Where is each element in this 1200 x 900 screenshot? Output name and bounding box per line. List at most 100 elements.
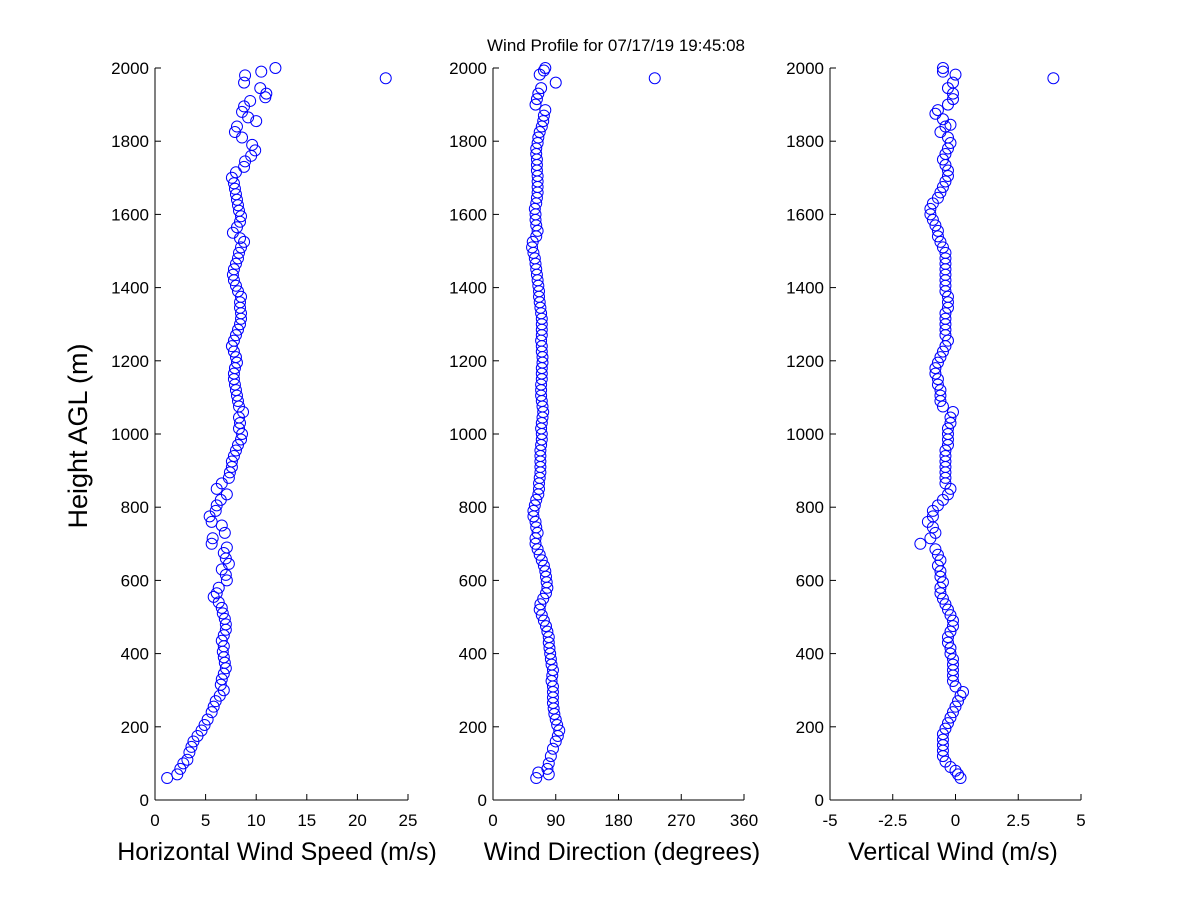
data-point xyxy=(229,257,242,270)
data-point xyxy=(198,718,211,731)
data-point xyxy=(212,581,225,594)
data-point xyxy=(528,252,541,265)
data-point xyxy=(929,362,942,375)
data-point xyxy=(542,631,555,644)
data-point xyxy=(255,65,268,78)
data-point xyxy=(939,312,952,325)
data-point xyxy=(526,241,539,254)
data-point xyxy=(936,65,949,78)
chart-title: Wind Profile for 07/17/19 19:45:08 xyxy=(487,36,745,55)
data-point xyxy=(941,334,954,347)
data-point xyxy=(181,753,194,766)
data-point xyxy=(944,647,957,660)
data-point xyxy=(533,548,546,561)
data-point xyxy=(551,718,564,731)
y-tick-label: 400 xyxy=(459,645,487,664)
data-point xyxy=(215,673,228,686)
y-tick-label: 600 xyxy=(796,571,824,590)
data-point xyxy=(225,340,238,353)
data-point xyxy=(936,733,949,746)
data-point xyxy=(941,290,954,303)
data-point xyxy=(546,742,559,755)
data-point xyxy=(648,72,661,85)
data-point xyxy=(926,510,939,523)
data-point xyxy=(238,76,251,89)
data-point xyxy=(944,625,957,638)
data-point xyxy=(210,587,223,600)
y-tick-label: 1000 xyxy=(111,425,149,444)
data-point xyxy=(231,438,244,451)
x-tick-label: 25 xyxy=(399,811,418,830)
data-point xyxy=(218,526,231,539)
data-point xyxy=(226,268,239,281)
data-point xyxy=(532,131,545,144)
data-point xyxy=(544,750,557,763)
data-point xyxy=(174,762,187,775)
data-point xyxy=(949,68,962,81)
data-point xyxy=(530,772,543,785)
data-point xyxy=(541,762,554,775)
data-point xyxy=(228,182,241,195)
x-tick-label: 0 xyxy=(150,811,159,830)
x-tick-label: 15 xyxy=(297,811,316,830)
data-point xyxy=(537,559,550,572)
data-point xyxy=(944,609,957,622)
data-point xyxy=(222,557,235,570)
x-tick-label: 0 xyxy=(488,811,497,830)
data-point xyxy=(231,285,244,298)
x-tick-label: 2.5 xyxy=(1006,811,1030,830)
data-point xyxy=(539,565,552,578)
data-point xyxy=(206,532,219,545)
panel-2: 0 200 400 600 800 1000 1200 1400 1600 1800 2000 0 90… xyxy=(449,59,760,866)
data-point xyxy=(934,384,947,397)
data-point xyxy=(533,603,546,616)
data-point xyxy=(946,620,959,633)
data-point xyxy=(222,471,235,484)
data-point xyxy=(939,598,952,611)
data-point xyxy=(934,570,947,583)
y-tick-label: 1400 xyxy=(449,279,487,298)
data-point xyxy=(931,548,944,561)
data-point xyxy=(530,521,543,534)
x-tick-label: 20 xyxy=(348,811,367,830)
data-point xyxy=(941,488,954,501)
data-point xyxy=(195,724,208,737)
data-point xyxy=(379,72,392,85)
y-tick-label: 2000 xyxy=(449,59,487,78)
x-axis-label: Vertical Wind (m/s) xyxy=(848,838,1058,866)
y-tick-label: 1600 xyxy=(786,205,824,224)
y-tick-label: 1800 xyxy=(111,132,149,151)
data-point xyxy=(231,252,244,265)
data-point xyxy=(941,603,954,616)
data-point xyxy=(239,69,252,82)
data-point xyxy=(931,373,944,386)
x-tick-label: 5 xyxy=(1076,811,1085,830)
y-tick-label: 600 xyxy=(121,571,149,590)
data-point xyxy=(183,746,196,759)
data-point xyxy=(228,126,241,139)
data-point xyxy=(946,406,959,419)
data-point xyxy=(205,515,218,528)
data-point xyxy=(171,768,184,781)
data-point xyxy=(537,109,550,122)
y-tick-label: 200 xyxy=(121,718,149,737)
data-point xyxy=(949,680,962,693)
data-point xyxy=(936,576,949,589)
data-point xyxy=(934,351,947,364)
y-tick-label: 2000 xyxy=(111,59,149,78)
data-point xyxy=(941,296,954,309)
data-point xyxy=(952,695,965,708)
y-tick-label: 1800 xyxy=(786,132,824,151)
data-point xyxy=(936,345,949,358)
data-point xyxy=(939,148,952,161)
data-point xyxy=(939,120,952,133)
data-point xyxy=(944,711,957,724)
y-tick-label: 800 xyxy=(121,498,149,517)
data-point xyxy=(530,93,543,106)
data-point xyxy=(229,351,242,364)
x-tick-label: 10 xyxy=(247,811,266,830)
data-point xyxy=(201,713,214,726)
y-tick-label: 1600 xyxy=(111,205,149,224)
data-point xyxy=(936,180,949,193)
data-point xyxy=(269,62,282,74)
